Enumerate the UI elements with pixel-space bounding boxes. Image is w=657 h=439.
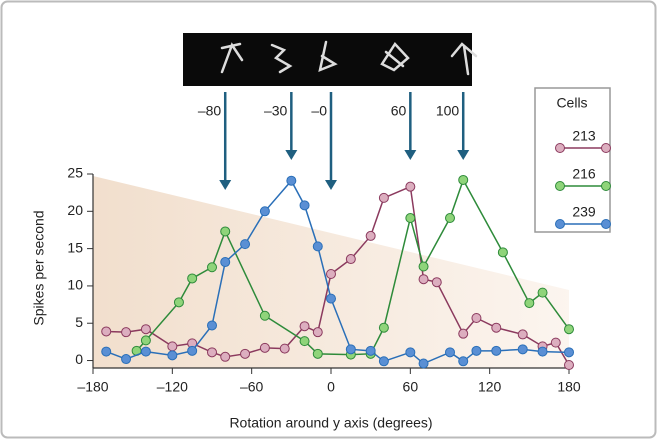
data-point [406,214,415,223]
x-tick-label: –60 [240,379,264,395]
data-point [221,258,230,267]
legend-label: 213 [572,128,596,144]
chart: Cells Spikes per second Rotation around … [0,0,657,439]
legend-title: Cells [556,95,587,111]
data-point [300,201,309,210]
y-axis-label: Spikes per second [31,210,47,325]
data-point [168,342,177,351]
data-point [459,329,468,338]
stimulus-strip [183,33,476,86]
data-point [141,336,150,345]
data-point [168,351,177,360]
data-point [208,348,217,357]
data-point [122,328,131,337]
data-point [313,328,322,337]
data-point [241,349,250,358]
y-tick-label: 25 [67,165,83,181]
data-point [221,352,230,361]
data-point [446,214,455,223]
data-point [518,330,527,339]
data-point [472,346,481,355]
data-point [188,274,197,283]
data-point [102,347,111,356]
x-tick-label: –180 [77,379,108,395]
data-point [260,343,269,352]
data-point [208,263,217,272]
x-tick-label: 0 [327,379,335,395]
data-point [459,357,468,366]
data-point [406,182,415,191]
data-point [141,347,150,356]
legend-marker [556,220,565,229]
data-point [141,325,150,334]
data-point [538,347,547,356]
data-point [538,288,547,297]
data-point [327,294,336,303]
arrow-label: –80 [198,103,222,119]
data-point [188,346,197,355]
legend-marker [602,220,611,229]
data-point [174,298,183,307]
y-tick-label: 15 [67,239,83,255]
data-point [346,255,355,264]
y-tick-label: 0 [75,351,83,367]
data-point [221,227,230,236]
data-point [446,348,455,357]
data-point [122,355,131,364]
data-point [280,344,289,353]
data-point [327,269,336,278]
data-point [366,346,375,355]
y-tick-label: 10 [67,277,83,293]
data-point [492,346,501,355]
legend-label: 216 [572,166,596,182]
data-point [260,207,269,216]
legend-label: 239 [572,204,596,220]
legend-marker [602,144,611,153]
x-axis-label: Rotation around y axis (degrees) [229,415,432,431]
data-point [419,359,428,368]
data-point [313,349,322,358]
legend-marker [556,144,565,153]
data-point [208,321,217,330]
data-point [565,325,574,334]
arrow-label: 60 [391,103,407,119]
x-tick-label: 60 [403,379,419,395]
legend-marker [556,182,565,191]
x-tick-label: –120 [157,379,188,395]
data-point [300,322,309,331]
data-point [551,338,560,347]
data-point [300,337,309,346]
data-point [346,345,355,354]
data-point [379,193,388,202]
data-point [102,327,111,336]
data-point [313,242,322,251]
data-point [498,248,507,257]
data-point [260,311,269,320]
data-point [565,348,574,357]
data-point [419,275,428,284]
data-point [406,348,415,357]
data-point [459,175,468,184]
data-point [525,299,534,308]
arrow-label: –0 [311,103,327,119]
data-point [366,231,375,240]
legend-marker [602,182,611,191]
data-point [287,176,296,185]
y-tick-label: 20 [67,202,83,218]
x-tick-label: 120 [478,379,502,395]
data-point [492,323,501,332]
data-point [565,361,574,370]
y-tick-label: 5 [75,314,83,330]
arrow-label: 100 [436,103,460,119]
data-point [419,262,428,271]
data-point [379,357,388,366]
data-point [518,345,527,354]
x-tick-label: 180 [557,379,581,395]
data-point [472,314,481,323]
data-point [432,278,441,287]
data-point [241,240,250,249]
arrow-label: –30 [264,103,288,119]
data-point [379,323,388,332]
